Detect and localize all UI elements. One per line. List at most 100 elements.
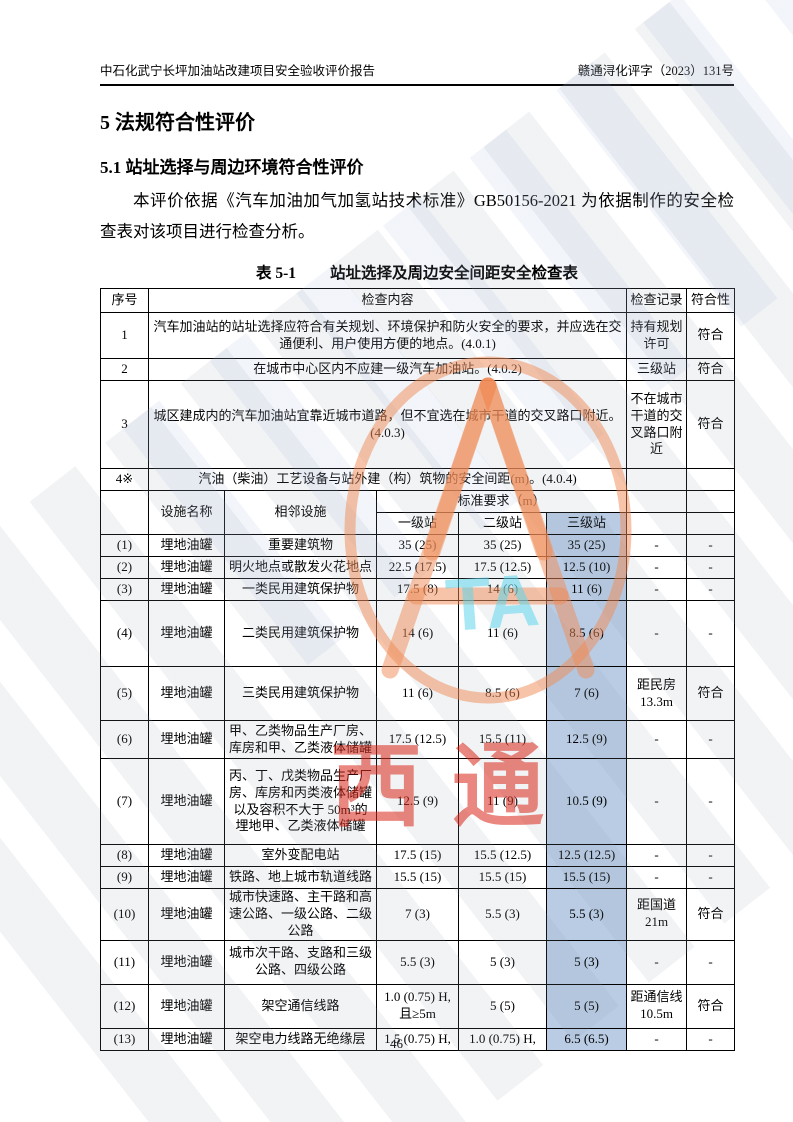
cell-level1: 1.0 (0.75) H, 且≥5m bbox=[376, 983, 459, 1029]
cell-record: - bbox=[626, 939, 688, 985]
table-row: (12) 埋地油罐 架空通信线路 1.0 (0.75) H, 且≥5m 5 (5… bbox=[100, 983, 736, 1029]
subheader-record-empty bbox=[626, 490, 688, 514]
cell-adjacent: 二类民用建筑保护物 bbox=[224, 600, 377, 668]
cell-level2: 5 (5) bbox=[458, 983, 547, 1029]
cell-seq: (1) bbox=[100, 534, 149, 558]
cell-level3: 5 (3) bbox=[545, 939, 628, 985]
cell-record: - bbox=[626, 578, 688, 602]
cell-record: - bbox=[626, 844, 688, 868]
subheader-adjacent: 相邻设施 bbox=[224, 490, 377, 536]
col-header-conform: 符合性 bbox=[686, 288, 736, 314]
cell-level3: 6.5 (6.5) bbox=[545, 1027, 628, 1051]
table-row: (7) 埋地油罐 丙、丁、戊类物品生产厂房、库房和丙类液体储罐以及容积不大于 5… bbox=[100, 758, 736, 846]
cell-level3: 12.5 (12.5) bbox=[545, 844, 628, 868]
page-number: 46 bbox=[390, 1036, 403, 1051]
cell-level1: 17.5 (8) bbox=[376, 578, 459, 602]
cell-facility: 埋地油罐 bbox=[148, 1027, 225, 1051]
cell-level1: 1.5 (0.75) H, bbox=[376, 1027, 459, 1051]
table-row: (3) 埋地油罐 一类民用建筑保护物 17.5 (8) 14 (6) 11 (6… bbox=[100, 578, 736, 602]
col-header-seq: 序号 bbox=[100, 288, 149, 314]
cell-record: 不在城市干道的交叉路口附近 bbox=[626, 380, 688, 470]
cell-record: 距通信线 10.5m bbox=[626, 983, 688, 1029]
cell-record: 距国道 21m bbox=[626, 888, 688, 941]
cell-seq: (3) bbox=[100, 578, 149, 602]
cell-level2: 8.5 (6) bbox=[458, 666, 547, 722]
cell-level2: 5 (3) bbox=[458, 939, 547, 985]
cell-adjacent: 重要建筑物 bbox=[224, 534, 377, 558]
cell-adjacent: 铁路、地上城市轨道线路 bbox=[224, 866, 377, 890]
table-row: (13) 埋地油罐 架空电力线路无绝缘层 1.5 (0.75) H, 1.0 (… bbox=[100, 1027, 736, 1051]
cell-conform bbox=[686, 468, 736, 492]
cell-adjacent: 三类民用建筑保护物 bbox=[224, 666, 377, 722]
cell-level2: 15.5 (15) bbox=[458, 866, 547, 890]
cell-level1: 17.5 (12.5) bbox=[376, 720, 459, 760]
cell-level2: 15.5 (12.5) bbox=[458, 844, 547, 868]
table-caption-label: 表 5-1 bbox=[255, 265, 297, 283]
cell-level3: 5 (5) bbox=[545, 983, 628, 1029]
cell-record: - bbox=[626, 534, 688, 558]
subheader-conform-empty bbox=[686, 490, 736, 514]
cell-record: 距民房 13.3m bbox=[626, 666, 688, 722]
cell-level2: 11 (9) bbox=[458, 758, 547, 846]
cell-level2: 14 (6) bbox=[458, 578, 547, 602]
cell-level1: 15.5 (15) bbox=[376, 866, 459, 890]
cell-conform: - bbox=[686, 556, 736, 580]
cell-level2: 17.5 (12.5) bbox=[458, 556, 547, 580]
cell-seq: (8) bbox=[100, 844, 149, 868]
cell-conform: - bbox=[686, 720, 736, 760]
cell-level3: 8.5 (6) bbox=[545, 600, 628, 668]
cell-adjacent: 城市快速路、主干路和高速公路、一级公路、二级公路 bbox=[224, 888, 377, 941]
table-row: 3 城区建成内的汽车加油站宜靠近城市道路，但不宜选在城市干道的交叉路口附近。(4… bbox=[100, 380, 736, 470]
cell-record bbox=[626, 468, 688, 492]
cell-adjacent: 架空电力线路无绝缘层 bbox=[224, 1027, 377, 1051]
cell-record: - bbox=[626, 556, 688, 580]
cell-adjacent: 明火地点或散发火花地点 bbox=[224, 556, 377, 580]
cell-level3: 15.5 (15) bbox=[545, 866, 628, 890]
table-header-row: 序号 检查内容 检查记录 符合性 bbox=[100, 288, 736, 314]
cell-facility: 埋地油罐 bbox=[148, 888, 225, 941]
cell-level1: 22.5 (17.5) bbox=[376, 556, 459, 580]
subheader-level1: 一级站 bbox=[376, 512, 459, 536]
cell-facility: 埋地油罐 bbox=[148, 844, 225, 868]
cell-level1: 14 (6) bbox=[376, 600, 459, 668]
cell-level3: 11 (6) bbox=[545, 578, 628, 602]
table-row: (10) 埋地油罐 城市快速路、主干路和高速公路、一级公路、二级公路 7 (3)… bbox=[100, 888, 736, 941]
cell-level2: 15.5 (11) bbox=[458, 720, 547, 760]
cell-adjacent: 架空通信线路 bbox=[224, 983, 377, 1029]
cell-facility: 埋地油罐 bbox=[148, 534, 225, 558]
cell-seq: (6) bbox=[100, 720, 149, 760]
subheader-facility: 设施名称 bbox=[148, 490, 225, 536]
cell-seq: (12) bbox=[100, 983, 149, 1029]
cell-content: 城区建成内的汽车加油站宜靠近城市道路，但不宜选在城市干道的交叉路口附近。(4.0… bbox=[147, 380, 628, 470]
cell-facility: 埋地油罐 bbox=[148, 666, 225, 722]
col-header-content: 检查内容 bbox=[147, 288, 628, 314]
cell-record: 持有规划许可 bbox=[626, 312, 688, 360]
cell-adjacent: 一类民用建筑保护物 bbox=[224, 578, 377, 602]
cell-conform: 符合 bbox=[686, 358, 736, 382]
cell-adjacent: 丙、丁、戊类物品生产厂房、库房和丙类液体储罐以及容积不大于 50m³的埋地甲、乙… bbox=[224, 758, 377, 846]
cell-level1: 11 (6) bbox=[376, 666, 459, 722]
safety-check-table: 序号 检查内容 检查记录 符合性 1 汽车加油站的站址选择应符合有关规划、环境保… bbox=[100, 288, 736, 1051]
cell-seq: 3 bbox=[100, 380, 149, 470]
table-row: (4) 埋地油罐 二类民用建筑保护物 14 (6) 11 (6) 8.5 (6)… bbox=[100, 600, 736, 668]
cell-conform: - bbox=[686, 578, 736, 602]
table-caption: 表 5-1 站址选择及周边安全间距安全检查表 bbox=[100, 261, 734, 283]
cell-seq: (4) bbox=[100, 600, 149, 668]
table-row: (1) 埋地油罐 重要建筑物 35 (25) 35 (25) 35 (25) -… bbox=[100, 534, 736, 558]
cell-seq: (7) bbox=[100, 758, 149, 846]
cell-level2: 5.5 (3) bbox=[458, 888, 547, 941]
cell-adjacent: 城市次干路、支路和三级公路、四级公路 bbox=[224, 939, 377, 985]
cell-adjacent: 甲、乙类物品生产厂房、库房和甲、乙类液体储罐 bbox=[224, 720, 377, 760]
cell-conform: 符合 bbox=[686, 983, 736, 1029]
header-left-text: 中石化武宁长坪加油站改建项目安全验收评价报告 bbox=[100, 64, 376, 78]
table-row: (9) 埋地油罐 铁路、地上城市轨道线路 15.5 (15) 15.5 (15)… bbox=[100, 866, 736, 890]
cell-level3: 5.5 (3) bbox=[545, 888, 628, 941]
cell-record: - bbox=[626, 600, 688, 668]
cell-seq: (13) bbox=[100, 1027, 149, 1051]
cell-level1: 12.5 (9) bbox=[376, 758, 459, 846]
cell-conform: 符合 bbox=[686, 666, 736, 722]
cell-seq: (5) bbox=[100, 666, 149, 722]
subsection-title: 5.1 站址选择与周边环境符合性评价 bbox=[100, 158, 364, 177]
cell-level1: 5.5 (3) bbox=[376, 939, 459, 985]
